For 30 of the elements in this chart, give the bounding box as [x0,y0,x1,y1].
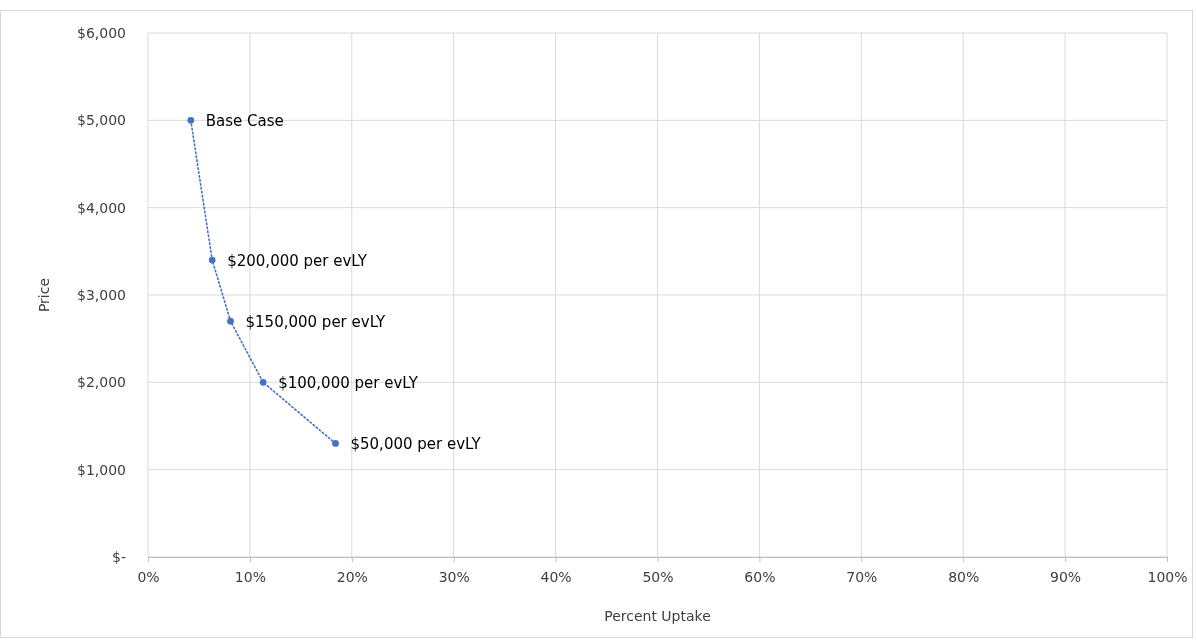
y-tick-label: $6,000 [77,24,126,41]
x-tick-label: 50% [642,568,674,585]
y-tick-label: $3,000 [77,286,126,303]
y-axis-title: Price [36,277,52,313]
point [332,440,339,447]
point [227,317,234,325]
x-tick-label: 80% [948,568,980,585]
annotation: $50,000 per evLY [350,435,482,454]
y-tick-label: $2,000 [77,374,126,391]
y-tick-label: $4,000 [77,199,126,216]
annotation: $200,000 per evLY [227,252,368,271]
annotation: $100,000 per evLY [278,374,419,393]
annotation: $150,000 per evLY [245,313,387,332]
point [187,116,195,124]
y-tick-label: $- [112,548,126,565]
x-tick-label: 60% [744,568,776,585]
y-tick-label: $1,000 [77,461,126,478]
annotation: Base Case [205,112,284,131]
x-tick-label: 0% [137,568,160,585]
y-tick-label: $5,000 [77,112,126,129]
x-tick-label: 20% [336,568,368,585]
point [208,256,216,264]
x-tick-label: 30% [438,568,470,585]
x-tick-label: 70% [846,568,878,585]
point [259,378,267,386]
x-tick-label: 10% [234,568,266,585]
x-axis-title: Percent Uptake [604,608,711,624]
x-tick-label: 40% [540,568,572,585]
x-tick-label: 90% [1050,568,1082,585]
x-tick-label: 100% [1147,568,1188,585]
